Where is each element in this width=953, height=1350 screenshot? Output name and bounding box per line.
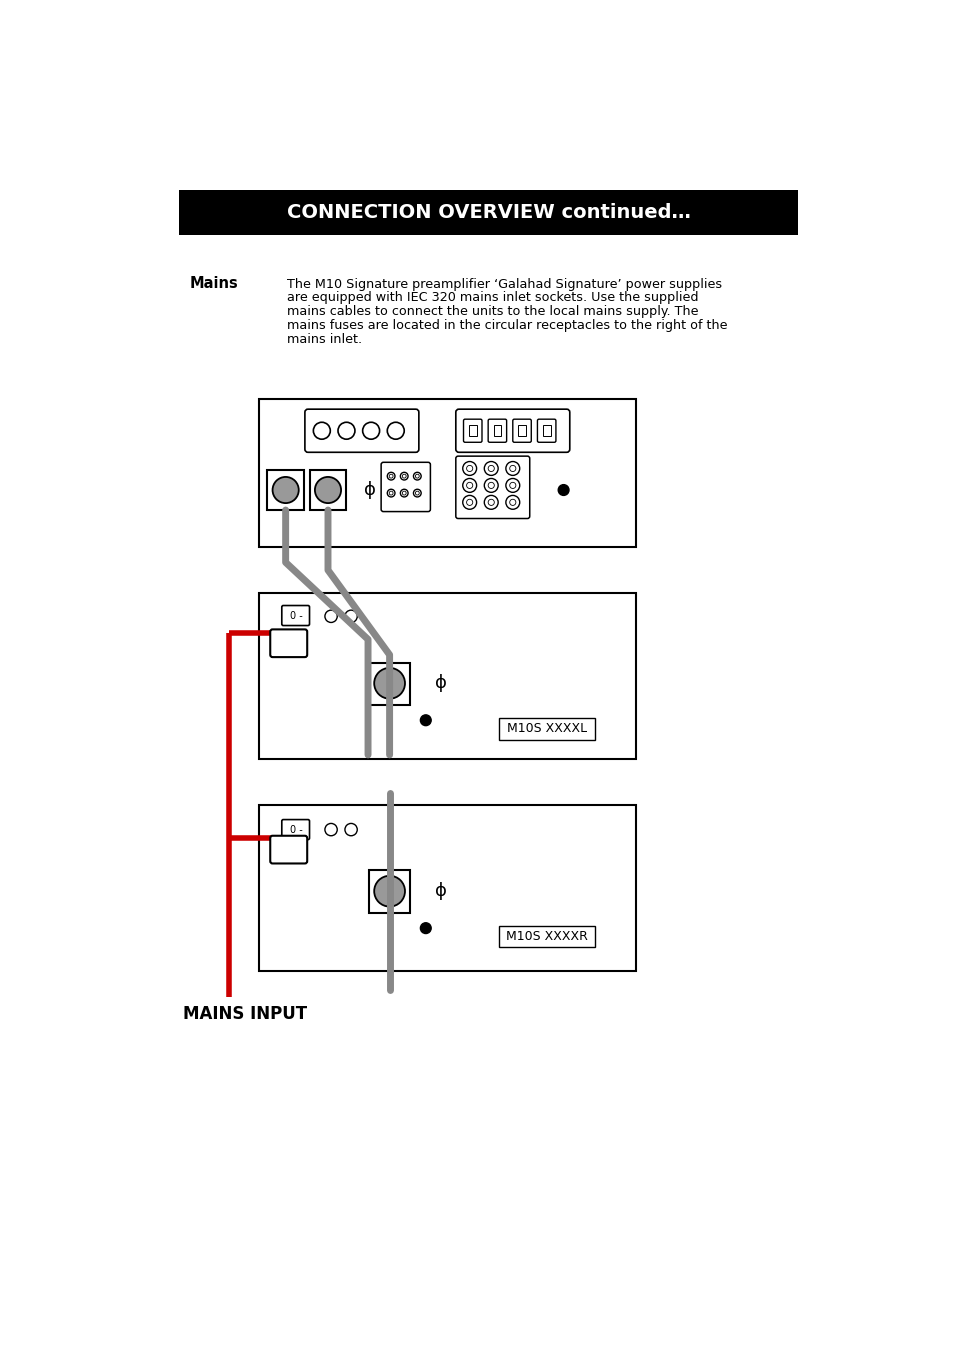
Circle shape [484,495,497,509]
FancyBboxPatch shape [456,409,569,452]
FancyBboxPatch shape [281,606,309,625]
Text: Mains: Mains [190,275,238,292]
Circle shape [400,472,408,481]
Bar [369,871,410,913]
Circle shape [420,716,431,726]
Circle shape [505,495,519,509]
Circle shape [484,462,497,475]
Text: CONNECTION OVERVIEW continued…: CONNECTION OVERVIEW continued… [287,204,690,223]
Bar [498,926,595,948]
Text: M10S XXXXR: M10S XXXXR [505,930,587,944]
Bar [258,400,636,547]
Bar [542,425,550,436]
Circle shape [400,489,408,497]
Circle shape [484,478,497,493]
Circle shape [313,423,330,439]
Circle shape [415,491,418,495]
Bar [179,190,798,235]
Text: ϕ: ϕ [435,674,447,693]
Text: are equipped with IEC 320 mains inlet sockets. Use the supplied: are equipped with IEC 320 mains inlet so… [287,292,698,304]
Circle shape [325,610,336,622]
Circle shape [466,466,473,471]
Circle shape [462,462,476,475]
Bar [493,425,500,436]
Circle shape [462,478,476,493]
Text: M10S XXXXL: M10S XXXXL [506,722,586,736]
FancyBboxPatch shape [381,462,430,512]
Circle shape [466,500,473,505]
Bar [517,425,525,436]
FancyBboxPatch shape [305,409,418,452]
Circle shape [505,478,519,493]
FancyBboxPatch shape [281,819,309,840]
FancyBboxPatch shape [513,420,531,443]
Circle shape [488,466,494,471]
Circle shape [420,923,431,934]
Circle shape [413,489,420,497]
Circle shape [345,824,356,836]
FancyBboxPatch shape [456,456,529,518]
FancyBboxPatch shape [537,420,556,443]
Text: MAINS INPUT: MAINS INPUT [183,1006,307,1023]
Circle shape [387,472,395,481]
Circle shape [415,474,418,478]
Text: 0 -: 0 - [290,610,303,621]
Circle shape [345,610,356,622]
Bar [258,805,636,971]
Bar [267,470,304,510]
Circle shape [387,423,404,439]
Circle shape [509,500,516,505]
Circle shape [402,474,406,478]
Text: 0 -: 0 - [290,825,303,834]
Circle shape [509,482,516,489]
Circle shape [389,491,393,495]
Circle shape [389,474,393,478]
Circle shape [387,489,395,497]
Bar [369,663,410,705]
Circle shape [402,491,406,495]
Bar [469,425,476,436]
Text: mains fuses are located in the circular receptacles to the right of the: mains fuses are located in the circular … [287,319,727,332]
Circle shape [413,472,420,481]
Circle shape [558,485,568,495]
Bar [309,470,346,510]
Bar [258,593,636,759]
Circle shape [273,477,298,504]
Circle shape [374,668,405,699]
Circle shape [374,876,405,907]
Circle shape [466,482,473,489]
Text: mains inlet.: mains inlet. [287,333,362,346]
Circle shape [325,824,336,836]
Circle shape [337,423,355,439]
FancyBboxPatch shape [270,629,307,657]
Circle shape [509,466,516,471]
Circle shape [314,477,341,504]
FancyBboxPatch shape [270,836,307,864]
Text: ϕ: ϕ [363,481,375,500]
Bar [498,718,595,740]
Circle shape [488,500,494,505]
FancyBboxPatch shape [488,420,506,443]
Circle shape [462,495,476,509]
Circle shape [488,482,494,489]
Circle shape [362,423,379,439]
Text: The M10 Signature preamplifier ‘Galahad Signature’ power supplies: The M10 Signature preamplifier ‘Galahad … [287,278,721,290]
Text: mains cables to connect the units to the local mains supply. The: mains cables to connect the units to the… [287,305,698,319]
FancyBboxPatch shape [463,420,481,443]
Circle shape [505,462,519,475]
Text: ϕ: ϕ [435,882,447,900]
